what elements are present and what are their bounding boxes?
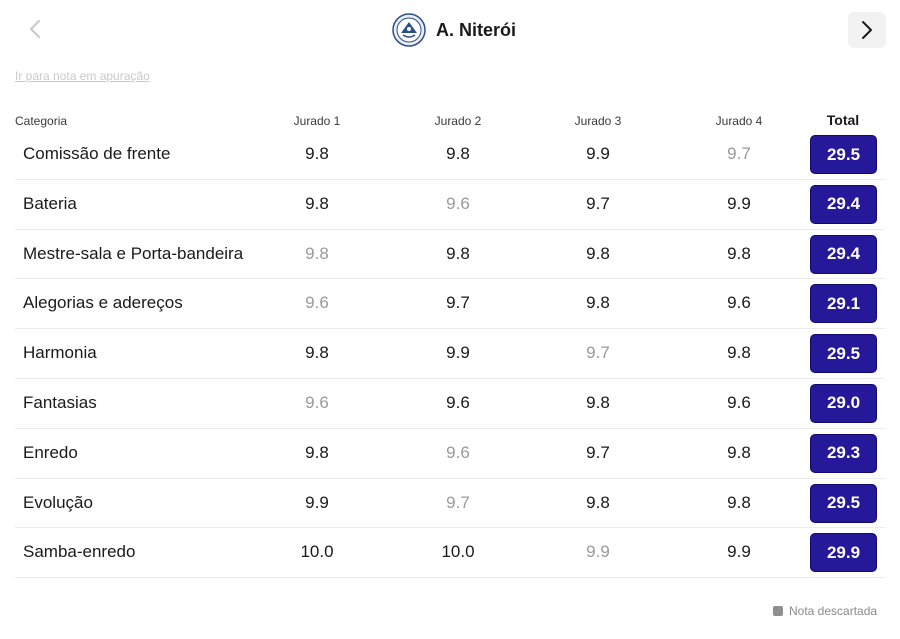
total-badge: 29.9 (810, 533, 877, 573)
total-badge: 29.5 (810, 135, 877, 174)
header-total: Total (826, 112, 860, 128)
category-label: Harmonia (23, 343, 97, 363)
judge-2-score: 9.8 (446, 243, 470, 263)
judge-1-score: 9.8 (305, 243, 329, 263)
header-judge-1: Jurado 1 (293, 114, 341, 128)
judge-4-score: 9.9 (727, 193, 751, 213)
total-badge: 29.4 (810, 184, 877, 224)
judge-1-score: 10.0 (300, 542, 334, 562)
total-badge: 29.4 (810, 234, 877, 274)
judge-1-score: 9.9 (305, 492, 329, 512)
header: A. Niterói (0, 0, 900, 60)
category-label: Samba-enredo (23, 542, 136, 562)
judge-3-score: 9.8 (586, 492, 610, 512)
table-header: Categoria Jurado 1 Jurado 2 Jurado 3 Jur… (15, 110, 885, 132)
school-crest-icon (392, 13, 426, 47)
total-badge: 29.5 (810, 334, 877, 374)
judge-4-score: 9.8 (727, 492, 751, 512)
judge-4-score: 9.6 (727, 392, 751, 412)
category-label: Evolução (23, 492, 93, 512)
judge-3-score: 9.7 (586, 442, 610, 462)
table-row: Samba-enredo 10.0 10.0 9.9 9.9 29.9 (15, 528, 885, 579)
total-badge: 29.3 (810, 433, 877, 473)
page-title: A. Niterói (436, 19, 517, 40)
judge-1-score: 9.6 (305, 392, 329, 412)
category-label: Fantasias (23, 392, 97, 412)
table-row: Comissão de frente 9.8 9.8 9.9 9.7 29.5 (15, 130, 885, 180)
judge-1-score: 9.6 (305, 293, 329, 313)
judge-4-score: 9.8 (727, 243, 751, 263)
legend: Nota descartada (773, 604, 877, 618)
table-row: Alegorias e adereços 9.6 9.7 9.8 9.6 29.1 (15, 279, 885, 330)
judge-3-score: 9.8 (586, 293, 610, 313)
legend-label: Nota descartada (789, 604, 878, 618)
judge-1-score: 9.8 (305, 144, 329, 163)
category-label: Bateria (23, 193, 77, 213)
total-badge: 29.1 (810, 284, 877, 324)
discarded-swatch (773, 606, 783, 616)
total-badge: 29.0 (810, 383, 877, 423)
judge-4-score: 9.7 (727, 144, 751, 163)
scores-table: Comissão de frente 9.8 9.8 9.9 9.7 29.5 Bateri… (15, 130, 885, 579)
total-badge: 29.5 (810, 483, 877, 523)
judge-4-score: 9.8 (727, 343, 751, 363)
header-judge-3: Jurado 3 (574, 114, 622, 128)
judge-2-score: 9.8 (446, 144, 470, 163)
table-row: Harmonia 9.8 9.9 9.7 9.8 29.5 (15, 329, 885, 379)
table-row: Fantasias 9.6 9.6 9.8 9.6 29.0 (15, 379, 885, 429)
judge-2-score: 9.7 (446, 293, 470, 313)
table-row: Bateria 9.8 9.6 9.7 9.9 29.4 (15, 180, 885, 230)
chevron-left-icon (30, 20, 40, 38)
judge-4-score: 9.9 (727, 542, 751, 562)
table-row: Enredo 9.8 9.6 9.7 9.8 29.3 (15, 429, 885, 479)
judge-3-score: 9.7 (586, 343, 610, 363)
judge-2-score: 9.6 (446, 442, 470, 462)
judge-3-score: 9.8 (586, 243, 610, 263)
category-label: Alegorias e adereços (23, 293, 183, 313)
next-school-button[interactable] (848, 12, 886, 48)
judge-3-score: 9.8 (586, 392, 610, 412)
judge-3-score: 9.7 (586, 193, 610, 213)
judge-3-score: 9.9 (586, 542, 610, 562)
chevron-right-icon (862, 21, 872, 39)
judge-1-score: 9.8 (305, 193, 329, 213)
judge-2-score: 9.6 (446, 392, 470, 412)
judge-2-score: 9.6 (446, 193, 470, 213)
go-to-current-score-link[interactable]: Ir para nota em apuração (15, 69, 150, 83)
category-label: Enredo (23, 442, 78, 462)
header-category: Categoria (15, 114, 68, 128)
judge-1-score: 9.8 (305, 343, 329, 363)
table-row: Evolução 9.9 9.7 9.8 9.8 29.5 (15, 479, 885, 529)
school-title: A. Niterói (392, 12, 516, 48)
judge-1-score: 9.8 (305, 442, 329, 462)
judge-4-score: 9.8 (727, 442, 751, 462)
judge-3-score: 9.9 (586, 144, 610, 163)
category-label: Comissão de frente (23, 144, 171, 163)
judge-4-score: 9.6 (727, 293, 751, 313)
judge-2-score: 9.7 (446, 492, 470, 512)
judge-2-score: 9.9 (446, 343, 470, 363)
header-judge-2: Jurado 2 (434, 114, 482, 128)
header-judge-4: Jurado 4 (715, 114, 763, 128)
table-row: Mestre-sala e Porta-bandeira 9.8 9.8 9.8 9.8… (15, 230, 885, 280)
category-label: Mestre-sala e Porta-bandeira (23, 243, 244, 263)
previous-school-button[interactable] (18, 12, 52, 46)
judge-2-score: 10.0 (441, 542, 475, 562)
